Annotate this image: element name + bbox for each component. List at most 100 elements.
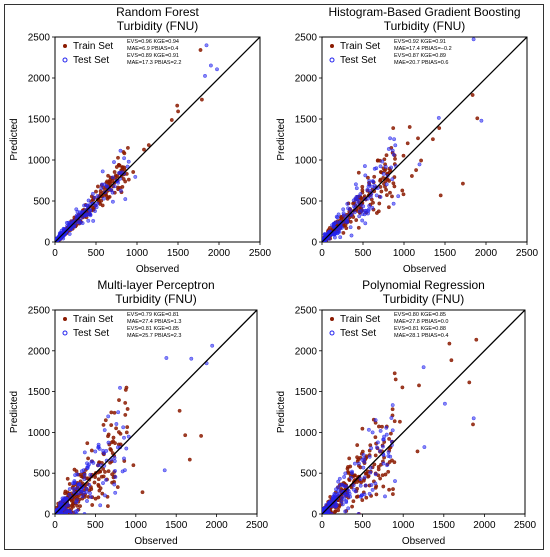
- train-point: [111, 435, 116, 440]
- legend-test-marker: [62, 330, 68, 336]
- train-point: [126, 177, 131, 182]
- test-point: [88, 491, 92, 496]
- plot-area: 00 500 500 1000 1000 1500 1500 2000 2000 2500 2500: [295, 306, 537, 532]
- test-metrics-line-2: MAE=25.7 PBIAS=2.3: [127, 333, 181, 339]
- test-metrics-line-2: MAE=20.7 PBIAS=0.6: [394, 60, 448, 66]
- test-metrics-line-1: EVS=0.87 KGE=0.89: [394, 53, 446, 59]
- train-point: [376, 209, 381, 214]
- test-point: [106, 414, 111, 419]
- test-point: [72, 480, 77, 485]
- test-point: [100, 182, 104, 187]
- panel-random-forest: 00 500 500 1000 1000 1500 1500 2000 2000 2500 2500…: [9, 5, 272, 275]
- x-tick-label: 0: [319, 520, 325, 531]
- test-point: [77, 219, 82, 224]
- test-point: [390, 148, 395, 153]
- test-point: [386, 147, 391, 151]
- test-point: [373, 472, 378, 477]
- train-point: [391, 181, 396, 186]
- test-point: [103, 493, 107, 498]
- train-point: [373, 453, 378, 458]
- test-point: [59, 509, 64, 514]
- test-point: [79, 489, 84, 494]
- test-point: [362, 475, 367, 480]
- train-point: [142, 147, 146, 152]
- test-point: [101, 481, 105, 485]
- train-point: [416, 136, 420, 141]
- test-point: [385, 463, 389, 468]
- test-point: [75, 486, 79, 491]
- train-point: [352, 473, 357, 478]
- test-point: [388, 454, 393, 459]
- x-tick-label: 1000: [392, 520, 415, 531]
- test-point: [93, 203, 98, 208]
- test-point: [359, 493, 364, 497]
- test-point: [215, 67, 219, 72]
- train-point: [131, 463, 136, 468]
- test-point: [210, 343, 215, 348]
- panel-subtitle: Turbidity (FNU): [384, 19, 466, 33]
- test-point: [344, 500, 349, 504]
- test-point: [383, 164, 388, 169]
- train-point: [101, 422, 106, 427]
- train-point: [371, 200, 375, 205]
- train-point: [101, 474, 106, 479]
- test-point: [373, 418, 378, 422]
- train-point: [351, 499, 356, 504]
- train-point: [96, 184, 100, 189]
- train-point: [124, 385, 129, 390]
- train-point: [360, 449, 365, 454]
- legend: [62, 317, 68, 336]
- panel-title: Multi-layer Perceptron: [97, 278, 214, 292]
- identity-line: [55, 310, 257, 514]
- train-point: [86, 456, 91, 461]
- train-point: [67, 482, 72, 486]
- train-point: [125, 425, 130, 429]
- train-point: [392, 419, 397, 424]
- test-point: [349, 475, 353, 480]
- x-tick-label: 1000: [126, 248, 149, 259]
- train-series: [322, 337, 479, 514]
- test-point: [352, 461, 357, 466]
- test-point: [390, 403, 395, 407]
- x-tick-label: 500: [88, 248, 105, 259]
- train-point: [101, 466, 106, 471]
- train-point: [146, 143, 151, 148]
- y-tick-label: 500: [300, 197, 317, 208]
- test-point: [82, 450, 87, 455]
- test-point: [102, 196, 106, 201]
- test-point: [381, 172, 386, 176]
- test-point: [122, 456, 126, 461]
- test-point: [110, 190, 115, 195]
- train-point: [336, 508, 341, 513]
- plot-area: 00 500 500 1000 1000 1500 1500 2000 2000 2500 2500: [28, 306, 269, 532]
- test-point: [380, 444, 385, 449]
- test-point: [384, 432, 389, 437]
- x-tick-label: 1000: [125, 520, 148, 531]
- x-tick-label: 1500: [165, 520, 188, 531]
- identity-line: [322, 310, 525, 514]
- test-point: [98, 503, 103, 508]
- test-point: [67, 509, 71, 514]
- test-point: [343, 471, 348, 476]
- legend-train-label: Train Set: [340, 41, 380, 52]
- train-point: [374, 492, 379, 497]
- legend-test-label: Test Set: [340, 55, 376, 66]
- x-tick-label: 1000: [393, 248, 416, 259]
- test-point: [91, 460, 96, 465]
- train-point: [390, 458, 394, 463]
- test-point: [390, 428, 395, 433]
- test-point: [82, 473, 87, 477]
- train-point: [72, 467, 77, 472]
- test-point: [378, 195, 383, 199]
- test-point: [91, 218, 96, 223]
- test-point: [335, 215, 340, 220]
- y-tick-label: 2500: [28, 306, 51, 317]
- train-point: [348, 464, 353, 469]
- train-point: [112, 170, 117, 174]
- scatter-points: [322, 310, 525, 514]
- y-tick-label: 2500: [295, 33, 318, 44]
- test-point: [360, 212, 365, 217]
- panel-subtitle: Turbidity (FNU): [383, 292, 465, 306]
- test-point: [102, 428, 107, 432]
- train-point: [390, 492, 395, 496]
